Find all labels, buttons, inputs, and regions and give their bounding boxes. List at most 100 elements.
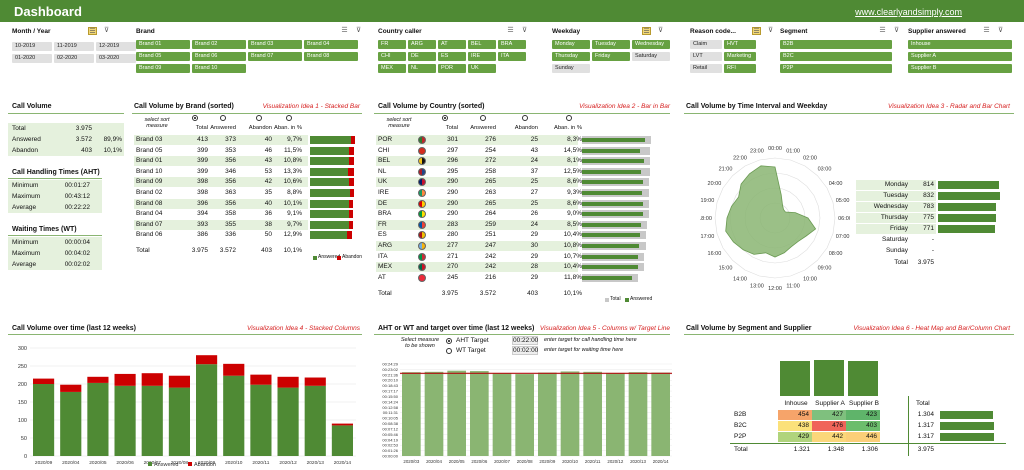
website-link[interactable]: www.clearlyandsimply.com	[855, 7, 962, 17]
reason-slicer-item[interactable]: RFI	[724, 64, 756, 73]
country-slicer-item[interactable]: NL	[408, 64, 436, 73]
radar-hour-label: 17:00	[701, 234, 715, 240]
y-tick-label: 0	[24, 454, 27, 460]
clear-filter-icon[interactable]: ⊽	[767, 27, 774, 34]
month-slicer-item[interactable]: 02-2020	[54, 54, 94, 63]
aht-column	[560, 371, 580, 456]
month-slicer-item[interactable]: 12-2019	[96, 42, 136, 51]
multi-select-icon[interactable]: ☰	[983, 27, 990, 34]
reason-slicer-item[interactable]: Retail	[690, 64, 722, 73]
supplier-slicer-item[interactable]: Inhouse	[908, 40, 1012, 49]
clear-filter-icon[interactable]: ⊽	[657, 27, 664, 34]
measure-option-label: WT Target	[456, 347, 486, 354]
clear-filter-icon[interactable]: ⊽	[893, 27, 900, 34]
target-input[interactable]: 00:02:00	[512, 346, 539, 355]
month-slicer-item[interactable]: 11-2019	[54, 42, 94, 51]
country-abandon: 29	[530, 231, 538, 239]
segment-slicer-item[interactable]: B2C	[780, 52, 892, 61]
answered-bar	[310, 146, 349, 155]
country-slicer-item[interactable]: BEL	[468, 40, 496, 49]
supplier-slicer-item[interactable]: Supplier A	[908, 52, 1012, 61]
radar-hour-label: 21:00	[719, 167, 733, 173]
measure-radio[interactable]	[446, 338, 452, 344]
sort-radio[interactable]	[522, 115, 528, 121]
sort-radio[interactable]	[220, 115, 226, 121]
country-slicer-item[interactable]: IRE	[468, 52, 496, 61]
sort-radio[interactable]	[286, 115, 292, 121]
clear-filter-icon[interactable]: ⊽	[103, 27, 110, 34]
reason-slicer-item[interactable]: HVT	[724, 40, 756, 49]
month-slicer-item[interactable]: 01-2020	[12, 54, 52, 63]
multi-select-icon[interactable]: ☰	[507, 27, 514, 34]
reason-slicer-item[interactable]: Claim	[690, 40, 722, 49]
sort-radio[interactable]	[442, 115, 448, 121]
country-sort-label: select sort measure	[386, 117, 412, 129]
weekday-value: 832	[923, 192, 934, 199]
weekday-label: Tuesday	[883, 192, 908, 199]
heatmap-divider	[908, 396, 909, 456]
brand-slicer-item[interactable]: Brand 10	[192, 64, 246, 73]
brand-slicer-item[interactable]: Brand 09	[136, 64, 190, 73]
weekday-slicer-item[interactable]: Thursday	[552, 52, 590, 61]
weekday-slicer-item[interactable]: Wednesday	[632, 40, 670, 49]
country-slicer-item[interactable]: ARG	[408, 40, 436, 49]
multi-select-icon[interactable]: ☰	[88, 27, 97, 35]
country-aban-pct: 8,6%	[567, 178, 582, 186]
brand-slicer-item[interactable]: Brand 07	[248, 52, 302, 61]
weekday-slicer-item[interactable]: Sunday	[552, 64, 590, 73]
month-slicer-item[interactable]: 10-2019	[12, 42, 52, 51]
radar-hour-label: 11:00	[786, 284, 799, 290]
brand-slicer-item[interactable]: Brand 02	[192, 40, 246, 49]
month-slicer-title: Month / Year	[12, 28, 51, 35]
brand-slicer-item[interactable]: Brand 06	[192, 52, 246, 61]
heatmap-cell: 427	[812, 410, 846, 420]
weekday-slicer-item[interactable]: Tuesday	[592, 40, 630, 49]
country-slicer-item[interactable]: MEX	[378, 64, 406, 73]
weekday-slicer-item[interactable]: Friday	[592, 52, 630, 61]
wt-value: 00:00:04	[64, 239, 90, 246]
x-tick-label: 2020/12	[279, 460, 297, 466]
segment-slicer-item[interactable]: B2B	[780, 40, 892, 49]
aht-column	[538, 372, 557, 456]
heatmap-cell: 438	[778, 421, 812, 431]
month-slicer-item[interactable]: 03-2020	[96, 54, 136, 63]
row-bg	[376, 156, 578, 167]
brand-slicer-item[interactable]: Brand 03	[248, 40, 302, 49]
country-slicer-item[interactable]: ITA	[498, 52, 526, 61]
abandon-column	[168, 375, 190, 388]
country-slicer-item[interactable]: ES	[438, 52, 466, 61]
supplier-slicer-item[interactable]: Supplier B	[908, 64, 1012, 73]
country-total: 296	[447, 157, 458, 165]
reason-slicer-item[interactable]: Marketing	[724, 52, 756, 61]
brand-slicer-item[interactable]: Brand 04	[304, 40, 358, 49]
sort-radio[interactable]	[480, 115, 486, 121]
clear-filter-icon[interactable]: ⊽	[355, 27, 362, 34]
weekday-slicer-item[interactable]: Saturday	[632, 52, 670, 61]
multi-select-icon[interactable]: ☰	[879, 27, 886, 34]
country-slicer-item[interactable]: DE	[408, 52, 436, 61]
measure-radio[interactable]	[446, 348, 452, 354]
country-slicer-item[interactable]: BRA	[498, 40, 526, 49]
country-col-header: Answered	[470, 125, 496, 131]
multi-select-icon[interactable]: ☰	[341, 27, 348, 34]
sort-radio[interactable]	[192, 115, 198, 121]
country-slicer-item[interactable]: UK	[468, 64, 496, 73]
clear-filter-icon[interactable]: ⊽	[997, 27, 1004, 34]
sort-radio[interactable]	[566, 115, 572, 121]
country-slicer-item[interactable]: CHI	[378, 52, 406, 61]
brand-slicer-item[interactable]: Brand 08	[304, 52, 358, 61]
country-slicer-item[interactable]: POR	[438, 64, 466, 73]
brand-slicer-item[interactable]: Brand 01	[136, 40, 190, 49]
sort-radio[interactable]	[256, 115, 262, 121]
reason-slicer-item[interactable]: LVT	[690, 52, 722, 61]
segment-slicer-item[interactable]: P2P	[780, 64, 892, 73]
clear-filter-icon[interactable]: ⊽	[521, 27, 528, 34]
country-slicer-item[interactable]: FR	[378, 40, 406, 49]
weekday-slicer-item[interactable]: Monday	[552, 40, 590, 49]
multi-select-icon[interactable]: ☰	[642, 27, 651, 35]
country-slicer-item[interactable]: AT	[438, 40, 466, 49]
brand-slicer-item[interactable]: Brand 05	[136, 52, 190, 61]
multi-select-icon[interactable]: ☰	[752, 27, 761, 35]
target-input[interactable]: 00:22:00	[512, 336, 539, 345]
